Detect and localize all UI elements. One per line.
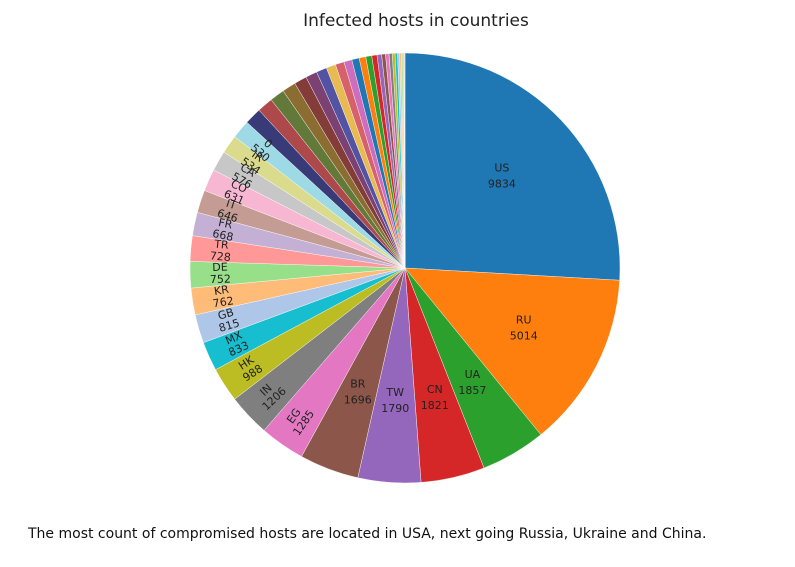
slice-value: 5014 <box>510 330 538 343</box>
slice-value: 9834 <box>488 177 516 190</box>
annotation: The most count of compromised hosts are … <box>27 526 706 542</box>
slice-value: 1821 <box>421 399 449 412</box>
pie-slice <box>405 53 620 280</box>
slice-value: 1696 <box>344 394 372 407</box>
chart-title: Infected hosts in countries <box>303 11 529 31</box>
slice-value: 1790 <box>381 402 409 415</box>
slice-label: TW <box>385 386 404 399</box>
slice-value: 1857 <box>458 384 486 397</box>
slice-label: CN <box>427 383 443 396</box>
slice-value: 728 <box>209 249 231 264</box>
slice-value: 752 <box>210 272 231 286</box>
slice-label: RU <box>516 314 532 327</box>
slice-label: US <box>494 161 509 174</box>
slice-label: UA <box>465 368 481 381</box>
slice-label: BR <box>350 378 366 391</box>
